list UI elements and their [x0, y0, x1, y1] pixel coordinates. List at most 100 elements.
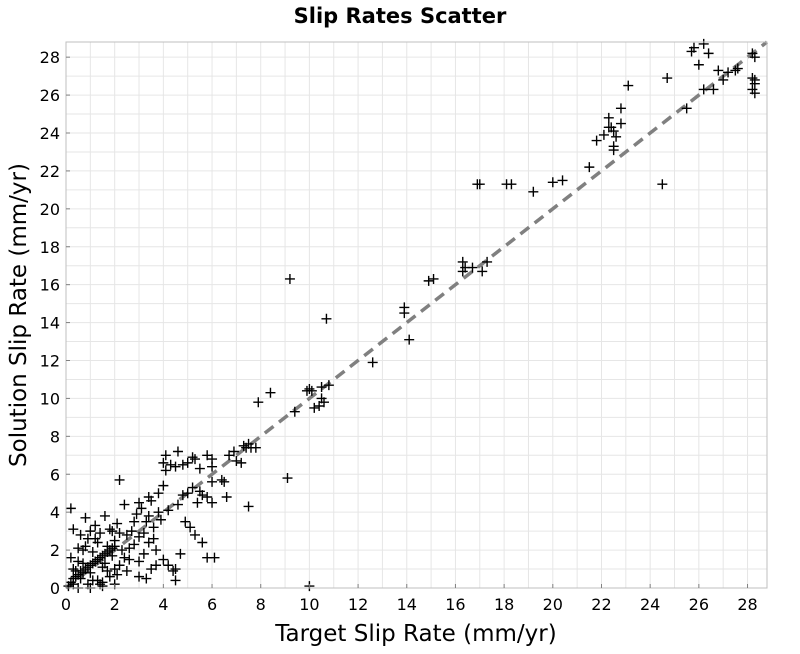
- scatter-point: [282, 473, 293, 484]
- x-tick-label: 24: [640, 595, 660, 614]
- y-tick-label: 28: [40, 48, 60, 67]
- scatter-point: [126, 526, 137, 537]
- scatter-point: [207, 476, 218, 487]
- scatter-point: [457, 256, 468, 267]
- scatter-point: [104, 524, 115, 535]
- x-tick-label: 20: [543, 595, 563, 614]
- scatter-point: [219, 476, 230, 487]
- scatter-point: [718, 74, 729, 85]
- scatter-point: [608, 126, 619, 137]
- scatter-point: [187, 482, 198, 493]
- scatter-point: [611, 131, 622, 142]
- scatter-point: [138, 528, 149, 539]
- scatter-point: [182, 488, 193, 499]
- scatter-point: [107, 526, 118, 537]
- scatter-point: [182, 457, 193, 468]
- scatter-point: [457, 266, 468, 277]
- scatter-point: [284, 273, 295, 284]
- scatter-point: [482, 256, 493, 267]
- scatter-point: [112, 518, 123, 529]
- scatter-point: [185, 522, 196, 533]
- scatter-point: [160, 450, 171, 461]
- y-tick-label: 0: [50, 579, 60, 598]
- scatter-point: [148, 522, 159, 533]
- scatter-point: [190, 529, 201, 540]
- scatter-point: [97, 581, 108, 592]
- scatter-point: [160, 465, 171, 476]
- x-tick-label: 6: [207, 595, 217, 614]
- scatter-point: [615, 103, 626, 114]
- scatter-point: [121, 565, 132, 576]
- scatter-point: [90, 533, 101, 544]
- scatter-point: [615, 118, 626, 129]
- scatter-point: [608, 145, 619, 156]
- scatter-point: [603, 112, 614, 123]
- scatter-point: [73, 556, 84, 567]
- scatter-point: [253, 397, 264, 408]
- scatter-point: [238, 440, 249, 451]
- scatter-point: [243, 501, 254, 512]
- scatter-point: [163, 560, 174, 571]
- scatter-point: [681, 103, 692, 114]
- scatter-point: [304, 383, 315, 394]
- scatter-point: [172, 446, 183, 457]
- scatter-point: [698, 84, 709, 95]
- scatter-point: [399, 308, 410, 319]
- scatter-point: [474, 179, 485, 190]
- x-tick-label: 10: [299, 595, 319, 614]
- scatter-point: [138, 548, 149, 559]
- scatter-point: [65, 552, 76, 563]
- scatter-point: [202, 492, 213, 502]
- x-tick-label: 0: [61, 595, 71, 614]
- scatter-point: [141, 573, 152, 584]
- y-tick-label: 12: [40, 352, 60, 371]
- scatter-point: [109, 564, 120, 575]
- scatter-point: [143, 492, 154, 502]
- scatter-point: [95, 528, 106, 539]
- scatter-point: [109, 541, 120, 552]
- scatter-point: [134, 556, 145, 567]
- scatter-point: [70, 571, 81, 582]
- scatter-point: [584, 162, 595, 173]
- x-tick-label: 12: [348, 595, 368, 614]
- scatter-point: [68, 564, 79, 575]
- scatter-point: [136, 503, 147, 514]
- scatter-point: [163, 505, 174, 516]
- scatter-point: [102, 565, 113, 576]
- x-tick-label: 4: [158, 595, 168, 614]
- x-tick-label: 22: [591, 595, 611, 614]
- scatter-point: [177, 459, 188, 470]
- scatter-point: [180, 516, 191, 527]
- scatter-point: [506, 179, 517, 190]
- scatter-point: [306, 385, 317, 396]
- y-axis-label: Solution Slip Rate (mm/yr): [6, 163, 32, 467]
- scatter-point: [148, 533, 159, 544]
- scatter-point: [158, 480, 169, 491]
- scatter-point: [467, 262, 478, 273]
- scatter-point: [216, 474, 227, 485]
- scatter-point: [112, 569, 123, 580]
- y-tick-label: 22: [40, 162, 60, 181]
- scatter-point: [323, 380, 334, 391]
- scatter-point: [194, 463, 205, 474]
- scatter-point: [209, 552, 220, 563]
- scatter-point: [207, 461, 218, 472]
- scatter-point: [688, 42, 699, 53]
- y-tick-label: 16: [40, 276, 60, 295]
- scatter-point: [192, 497, 203, 508]
- scatter-point: [207, 497, 218, 508]
- scatter-point: [153, 488, 164, 499]
- scatter-point: [197, 490, 208, 501]
- scatter-point: [557, 175, 568, 186]
- scatter-point: [747, 73, 758, 84]
- scatter-point: [598, 129, 609, 140]
- scatter-point: [75, 565, 86, 576]
- x-axis-label: Target Slip Rate (mm/yr): [274, 621, 556, 647]
- scatter-point: [87, 546, 98, 557]
- scatter-point: [367, 357, 378, 368]
- x-tick-label: 16: [445, 595, 465, 614]
- scatter-point: [99, 558, 110, 569]
- scatter-point: [698, 38, 709, 49]
- scatter-point: [158, 457, 169, 468]
